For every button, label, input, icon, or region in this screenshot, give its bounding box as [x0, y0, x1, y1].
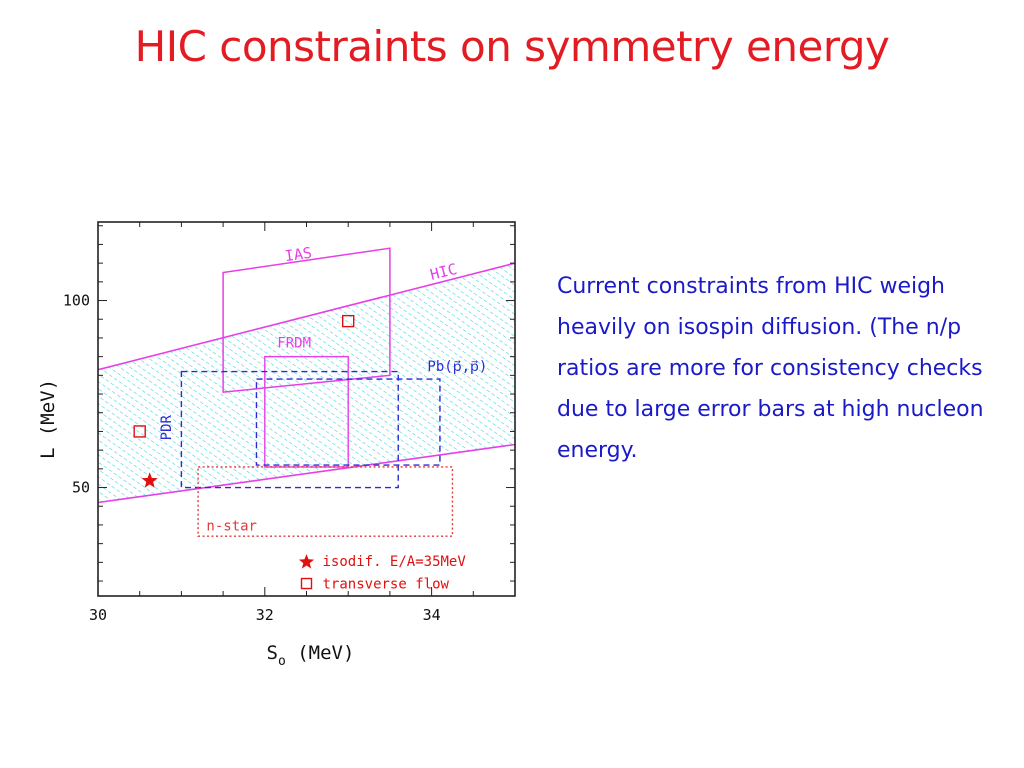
x-tick-label: 32: [256, 606, 274, 624]
legend-label-transverse-flow: transverse flow: [323, 577, 450, 593]
y-tick-label: 50: [72, 479, 90, 497]
region-pb-p-p-box: [255, 378, 441, 466]
annotation-pdr: PDR: [159, 414, 175, 440]
annotation-pb-pp: Pb(p⃗,p⃗): [427, 359, 487, 375]
square-marker: [133, 425, 146, 438]
x-tick-label: 34: [423, 606, 441, 624]
legend-star-marker: [298, 554, 315, 569]
plot-area: [98, 247, 515, 537]
annotation-ias: IAS: [284, 244, 313, 266]
x-axis-label: So (MeV): [267, 642, 355, 669]
slide-body-text: Current constraints from HIC weigh heavi…: [557, 274, 984, 463]
hic-band-fill: [98, 263, 515, 503]
y-tick-label: 100: [63, 292, 90, 310]
legend-label-isodif: isodif. E/A=35MeV: [323, 554, 467, 570]
region-pdr-box: [180, 370, 399, 489]
region-ias-box: [222, 247, 391, 393]
square-marker: [342, 314, 355, 328]
legend-square-marker: [300, 577, 313, 590]
annotation-frdm: FRDM: [277, 335, 311, 351]
hic-band-upper-edge: [98, 262, 515, 371]
annotation-n-star: n-star: [206, 519, 257, 535]
slide-title: HIC constraints on symmetry energy: [134, 22, 890, 71]
symmetry-energy-chart: 30 32 34 50 100 So (MeV) L (MeV) HIC IAS FRDM PDR P…: [30, 195, 540, 685]
star-marker: [141, 472, 158, 488]
hic-band-lower-edge: [98, 443, 515, 504]
x-tick-label: 30: [89, 606, 107, 624]
region-n-star-box: [197, 466, 454, 537]
y-axis-label: L (MeV): [37, 379, 59, 459]
